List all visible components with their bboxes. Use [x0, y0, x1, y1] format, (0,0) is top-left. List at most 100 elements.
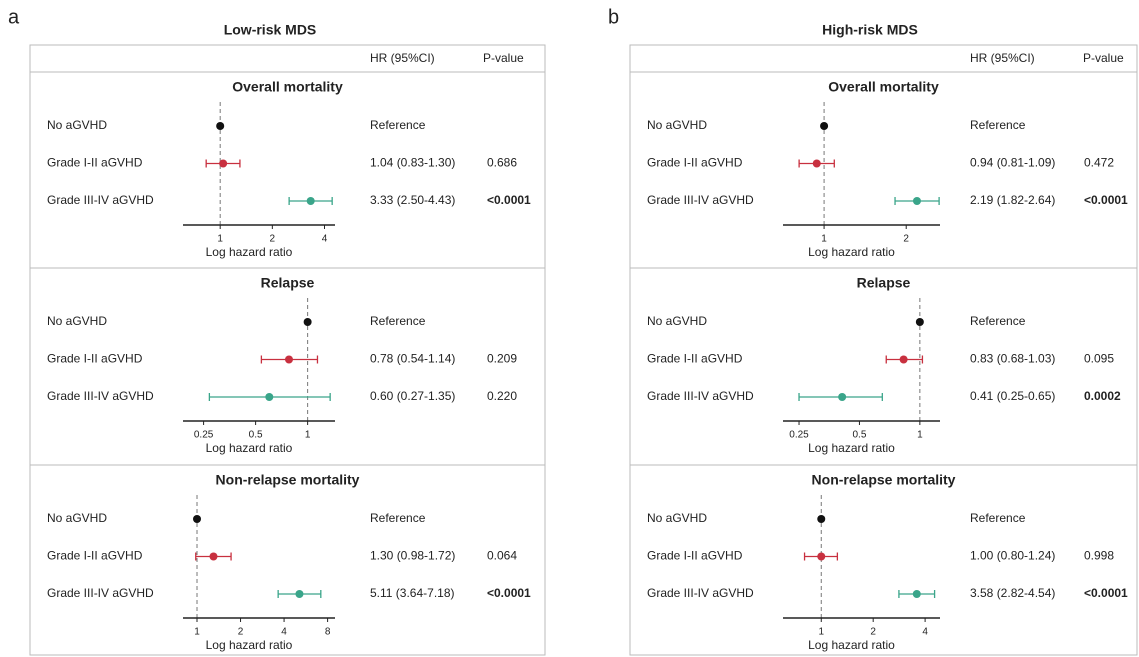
- hr-label: 0.78 (0.54-1.14): [370, 352, 455, 366]
- x-tick-label: 2: [270, 234, 276, 245]
- row-label: Grade III-IV aGVHD: [647, 389, 754, 403]
- x-tick-label: 2: [870, 627, 876, 638]
- p-value: 0.064: [487, 549, 517, 563]
- p-value: <0.0001: [1084, 586, 1128, 600]
- x-tick-label: 2: [903, 234, 909, 245]
- x-tick-label: 0.5: [852, 430, 866, 441]
- p-value: 0.686: [487, 156, 517, 170]
- row-label: No aGVHD: [47, 314, 107, 328]
- row-label: Grade I-II aGVHD: [47, 156, 143, 170]
- point: [193, 515, 202, 523]
- row-label: No aGVHD: [47, 511, 107, 525]
- point: [838, 393, 847, 401]
- point: [915, 318, 924, 326]
- row-label: No aGVHD: [647, 511, 707, 525]
- hr-label: Reference: [970, 118, 1026, 132]
- p-value: 0.0002: [1084, 389, 1121, 403]
- hr-label: Reference: [370, 511, 426, 525]
- hr-label: Reference: [970, 511, 1026, 525]
- row-label: No aGVHD: [647, 314, 707, 328]
- hr-label: 1.30 (0.98-1.72): [370, 549, 455, 563]
- x-tick-label: 4: [922, 627, 928, 638]
- column-header: P-value: [483, 51, 524, 65]
- x-axis-label: Log hazard ratio: [206, 638, 293, 652]
- point: [817, 515, 826, 523]
- x-tick-label: 1: [821, 234, 827, 245]
- hr-label: Reference: [370, 314, 426, 328]
- hr-label: 1.00 (0.80-1.24): [970, 549, 1055, 563]
- row-label: Grade III-IV aGVHD: [47, 193, 154, 207]
- x-tick-label: 0.5: [249, 430, 263, 441]
- x-tick-label: 4: [281, 627, 287, 638]
- point: [912, 197, 921, 205]
- row-label: Grade I-II aGVHD: [647, 156, 743, 170]
- point: [216, 122, 225, 130]
- x-tick-label: 0.25: [194, 430, 214, 441]
- panel-label: b: [608, 6, 619, 28]
- row-label: Grade III-IV aGVHD: [647, 193, 754, 207]
- column-header: HR (95%CI): [970, 51, 1035, 65]
- p-value: 0.209: [487, 352, 517, 366]
- row-label: Grade III-IV aGVHD: [47, 586, 154, 600]
- point: [295, 590, 304, 598]
- x-axis-label: Log hazard ratio: [808, 245, 895, 259]
- section-title: Overall mortality: [232, 79, 343, 95]
- point: [306, 197, 315, 205]
- row-label: Grade I-II aGVHD: [647, 549, 743, 563]
- panel-title: Low-risk MDS: [224, 22, 317, 38]
- panel-title: High-risk MDS: [822, 22, 918, 38]
- hr-label: Reference: [970, 314, 1026, 328]
- section-title: Relapse: [857, 275, 911, 291]
- hr-label: Reference: [370, 118, 426, 132]
- p-value: 0.220: [487, 389, 517, 403]
- hr-label: 3.33 (2.50-4.43): [370, 193, 455, 207]
- hr-label: 0.60 (0.27-1.35): [370, 389, 455, 403]
- x-axis-label: Log hazard ratio: [808, 441, 895, 455]
- row-label: Grade I-II aGVHD: [47, 549, 143, 563]
- hr-label: 5.11 (3.64-7.18): [370, 586, 455, 600]
- panel-frame: [629, 44, 1138, 656]
- row-label: Grade I-II aGVHD: [47, 352, 143, 366]
- point: [303, 318, 312, 326]
- x-tick-label: 1: [305, 430, 311, 441]
- p-value: 0.095: [1084, 352, 1114, 366]
- x-tick-label: 1: [217, 234, 223, 245]
- p-value: 0.998: [1084, 549, 1114, 563]
- point: [219, 159, 228, 168]
- x-tick-label: 1: [194, 627, 200, 638]
- section-title: Non-relapse mortality: [216, 472, 360, 488]
- row-label: No aGVHD: [647, 118, 707, 132]
- x-axis-label: Log hazard ratio: [206, 245, 293, 259]
- p-value: <0.0001: [487, 586, 531, 600]
- x-tick-label: 1: [917, 430, 923, 441]
- point: [817, 552, 826, 561]
- p-value: 0.472: [1084, 156, 1114, 170]
- x-tick-label: 0.25: [789, 430, 809, 441]
- point: [820, 122, 829, 130]
- section-title: Overall mortality: [828, 79, 939, 95]
- x-tick-label: 2: [238, 627, 244, 638]
- column-header: P-value: [1083, 51, 1124, 65]
- hr-label: 2.19 (1.82-2.64): [970, 193, 1055, 207]
- row-label: No aGVHD: [47, 118, 107, 132]
- hr-label: 0.41 (0.25-0.65): [970, 389, 1055, 403]
- point: [812, 159, 821, 168]
- column-header: HR (95%CI): [370, 51, 435, 65]
- point: [912, 590, 921, 598]
- panel-frame: [29, 44, 546, 656]
- row-label: Grade III-IV aGVHD: [47, 389, 154, 403]
- x-tick-label: 4: [322, 234, 328, 245]
- section-title: Non-relapse mortality: [812, 472, 956, 488]
- point: [209, 552, 218, 561]
- x-axis-label: Log hazard ratio: [808, 638, 895, 652]
- hr-label: 0.94 (0.81-1.09): [970, 156, 1055, 170]
- row-label: Grade III-IV aGVHD: [647, 586, 754, 600]
- p-value: <0.0001: [1084, 193, 1128, 207]
- hr-label: 3.58 (2.82-4.54): [970, 586, 1055, 600]
- p-value: <0.0001: [487, 193, 531, 207]
- hr-label: 1.04 (0.83-1.30): [370, 156, 455, 170]
- section-title: Relapse: [261, 275, 315, 291]
- point: [284, 355, 293, 364]
- hr-label: 0.83 (0.68-1.03): [970, 352, 1055, 366]
